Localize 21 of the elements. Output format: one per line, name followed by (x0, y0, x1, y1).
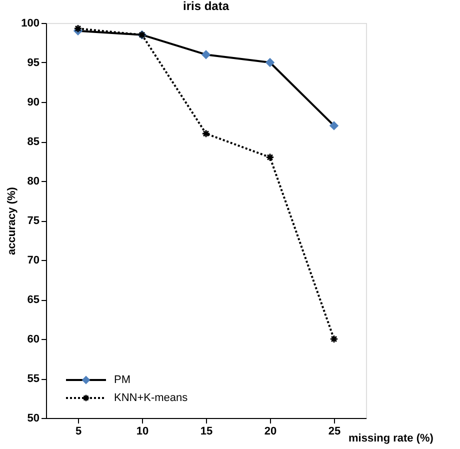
x-axis-title: missing rate (%) (348, 432, 434, 444)
legend-label: KNN+K-means (114, 392, 188, 404)
y-tick-label: 75 (27, 215, 40, 227)
y-tick-label: 65 (27, 294, 40, 306)
y-tick-label: 100 (21, 18, 40, 30)
x-tick-label: 25 (328, 426, 341, 438)
y-tick-label: 50 (27, 412, 40, 424)
x-tick-label: 10 (136, 426, 149, 438)
y-tick-label: 95 (27, 57, 40, 69)
y-axis-title: accuracy (%) (6, 186, 18, 255)
legend-label: PM (114, 374, 130, 386)
chart-title: iris data (182, 0, 230, 13)
x-tick-label: 20 (264, 426, 277, 438)
x-tick-label: 15 (200, 426, 213, 438)
x-tick-label: 5 (75, 426, 82, 438)
y-tick-label: 85 (27, 136, 40, 148)
y-tick-label: 60 (27, 334, 40, 346)
y-tick-label: 80 (27, 176, 40, 188)
y-tick-label: 90 (27, 96, 40, 108)
y-tick-label: 70 (27, 254, 40, 266)
y-tick-label: 55 (27, 373, 40, 385)
